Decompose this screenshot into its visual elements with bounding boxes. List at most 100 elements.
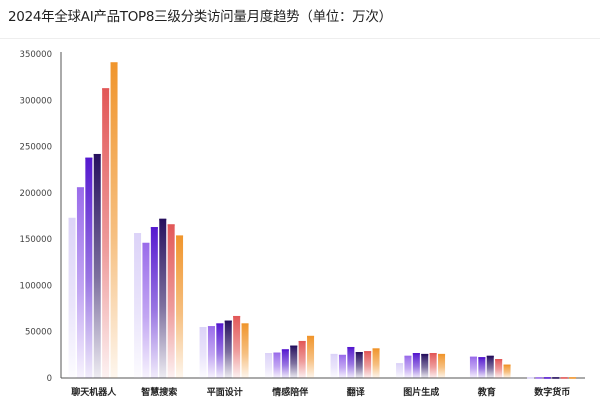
bar-cap xyxy=(281,349,289,351)
x-category-label: 平面设计 xyxy=(207,386,243,398)
bar xyxy=(412,353,420,378)
bar-cap xyxy=(372,348,380,350)
x-category-label: 翻译 xyxy=(347,386,366,398)
x-category-label: 图片生成 xyxy=(403,386,439,398)
bar-cap xyxy=(76,187,84,189)
bar-cap xyxy=(495,359,503,361)
bar xyxy=(429,353,437,378)
bar-cap xyxy=(429,353,437,355)
x-category-label: 情感陪伴 xyxy=(271,386,308,398)
bar xyxy=(364,351,372,378)
bar xyxy=(102,88,110,378)
y-tick-label: 100000 xyxy=(20,281,52,291)
bar-cap xyxy=(412,353,420,355)
bar xyxy=(167,224,175,378)
bar-cap xyxy=(560,377,568,379)
bar-cap xyxy=(404,355,412,358)
bar-cap xyxy=(102,88,110,90)
bar-cap xyxy=(224,320,232,323)
bar-cap xyxy=(142,242,150,245)
bar-cap xyxy=(207,326,215,328)
bar xyxy=(281,349,289,378)
bar xyxy=(486,355,494,378)
bar xyxy=(76,187,84,378)
bar xyxy=(307,335,315,378)
bar-cap xyxy=(290,345,298,348)
bar xyxy=(290,345,298,378)
bar xyxy=(93,153,101,378)
bar-cap xyxy=(298,340,306,343)
bar-cap xyxy=(68,217,76,220)
bar xyxy=(159,218,167,378)
bar xyxy=(338,354,346,378)
bar xyxy=(355,352,363,378)
bar xyxy=(216,323,224,378)
bar xyxy=(396,363,404,378)
bar xyxy=(176,235,184,378)
bar xyxy=(495,359,503,378)
bar-cap xyxy=(486,355,494,358)
y-tick-label: 350000 xyxy=(20,50,52,60)
bar-group xyxy=(469,355,511,378)
bar-cap xyxy=(396,363,404,365)
x-category-label: 数字货币 xyxy=(534,386,570,398)
y-tick-label: 250000 xyxy=(20,143,52,153)
bar-cap xyxy=(85,157,93,160)
bar xyxy=(142,242,150,378)
bar xyxy=(421,353,429,378)
bar-cap xyxy=(167,224,175,226)
chart-title: 2024年全球AI产品TOP8三级分类访问量月度趋势（单位：万次） xyxy=(8,9,392,25)
x-category-label: 智慧搜索 xyxy=(141,386,177,398)
y-tick-label: 50000 xyxy=(25,328,52,338)
bar-cap xyxy=(199,327,207,329)
bar xyxy=(241,323,249,378)
bar-cap xyxy=(216,323,224,325)
bar-group xyxy=(396,353,446,378)
bar-cap xyxy=(233,315,241,318)
bar xyxy=(207,326,215,378)
bar-cap xyxy=(176,235,184,237)
bar-cap xyxy=(535,377,543,379)
bar xyxy=(404,355,412,378)
bar xyxy=(347,346,355,378)
bar xyxy=(330,353,338,378)
bar-cap xyxy=(355,352,363,354)
bar-group xyxy=(68,62,118,379)
bar xyxy=(372,348,380,378)
bar xyxy=(233,315,241,378)
bar xyxy=(265,353,273,378)
bar-cap xyxy=(241,323,249,325)
bar-group xyxy=(265,335,315,378)
y-tick-label: 0 xyxy=(47,374,52,384)
bar-group xyxy=(199,315,249,378)
x-category-label: 聊天机器人 xyxy=(71,386,117,398)
bar xyxy=(224,320,232,378)
bar-cap xyxy=(527,377,535,379)
bar xyxy=(199,327,207,378)
y-tick-label: 200000 xyxy=(20,189,52,199)
bar-cap xyxy=(421,353,429,356)
bar-cap xyxy=(469,356,477,359)
bar-cap xyxy=(569,377,577,379)
bar xyxy=(68,217,76,378)
bar-cap xyxy=(265,353,273,355)
bar xyxy=(503,364,511,378)
bar-cap xyxy=(347,346,355,349)
bar-cap xyxy=(552,377,560,379)
bar-cap xyxy=(503,364,511,367)
bar-cap xyxy=(134,233,142,235)
bar xyxy=(150,227,158,378)
bar-cap xyxy=(110,62,118,64)
bar xyxy=(85,157,93,378)
bar-group xyxy=(330,346,380,378)
bar xyxy=(298,340,306,378)
bar-cap xyxy=(338,354,346,357)
bar-cap xyxy=(307,335,315,338)
y-tick-label: 300000 xyxy=(20,96,52,106)
bar-cap xyxy=(438,353,446,356)
y-tick-label: 150000 xyxy=(20,235,52,245)
bar-cap xyxy=(478,357,486,359)
bar xyxy=(134,233,142,378)
bar-group xyxy=(527,377,577,379)
